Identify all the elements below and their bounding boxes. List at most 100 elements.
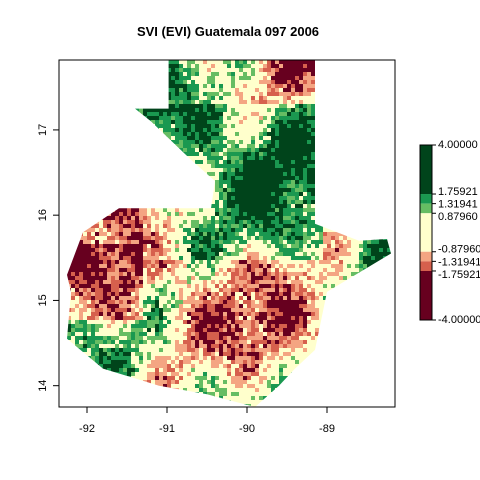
raster-cell <box>323 128 327 132</box>
raster-cell <box>75 192 79 196</box>
raster-cell <box>247 64 251 68</box>
raster-cell <box>355 200 359 204</box>
raster-cell <box>303 72 307 76</box>
raster-cell <box>63 148 67 152</box>
raster-cell <box>159 76 163 80</box>
raster-cell <box>215 116 219 120</box>
raster-cell <box>287 156 291 160</box>
raster-cell <box>179 252 183 256</box>
raster-cell <box>251 264 255 268</box>
raster-cell <box>163 108 167 112</box>
raster-cell <box>235 104 239 108</box>
raster-cell <box>355 228 359 232</box>
raster-cell <box>203 288 207 292</box>
raster-cell <box>175 252 179 256</box>
raster-cell <box>243 80 247 84</box>
raster-cell <box>375 260 379 264</box>
raster-cell <box>71 216 75 220</box>
raster-cell <box>175 200 179 204</box>
raster-cell <box>131 72 135 76</box>
raster-cell <box>275 108 279 112</box>
raster-cell <box>271 284 275 288</box>
raster-cell <box>155 148 159 152</box>
raster-cell <box>167 220 171 224</box>
raster-cell <box>95 116 99 120</box>
raster-cell <box>387 208 391 212</box>
raster-cell <box>67 132 71 136</box>
raster-cell <box>267 248 271 252</box>
raster-cell <box>91 164 95 168</box>
raster-cell <box>235 172 239 176</box>
raster-cell <box>339 216 343 220</box>
raster-cell <box>175 212 179 216</box>
raster-cell <box>151 148 155 152</box>
raster-cell <box>87 264 91 268</box>
raster-cell <box>359 140 363 144</box>
raster-cell <box>215 88 219 92</box>
raster-cell <box>303 148 307 152</box>
raster-cell <box>147 200 151 204</box>
raster-cell <box>175 156 179 160</box>
raster-cell <box>287 252 291 256</box>
raster-cell <box>223 120 227 124</box>
raster-cell <box>75 128 79 132</box>
raster-cell <box>79 72 83 76</box>
raster-cell <box>99 116 103 120</box>
raster-cell <box>95 260 99 264</box>
raster-cell <box>367 84 371 88</box>
raster-cell <box>219 296 223 300</box>
raster-cell <box>195 208 199 212</box>
raster-cell <box>339 156 343 160</box>
raster-cell <box>263 144 267 148</box>
raster-cell <box>179 172 183 176</box>
raster-cell <box>247 160 251 164</box>
raster-cell <box>351 240 355 244</box>
raster-cell <box>223 96 227 100</box>
raster-cell <box>215 108 219 112</box>
raster-cell <box>63 60 67 64</box>
raster-cell <box>375 164 379 168</box>
raster-cell <box>195 288 199 292</box>
raster-cell <box>331 268 335 272</box>
raster-cell <box>307 140 311 144</box>
raster-cell <box>383 104 387 108</box>
raster-cell <box>123 296 127 300</box>
raster-cell <box>299 168 303 172</box>
raster-cell <box>143 140 147 144</box>
raster-cell <box>231 144 235 148</box>
raster-cell <box>279 144 283 148</box>
raster-cell <box>131 200 135 204</box>
raster-cell <box>359 156 363 160</box>
raster-cell <box>183 64 187 68</box>
raster-cell <box>323 132 327 136</box>
raster-cell <box>223 272 227 276</box>
raster-cell <box>87 128 91 132</box>
raster-cell <box>231 92 235 96</box>
raster-cell <box>199 120 203 124</box>
raster-cell <box>243 100 247 104</box>
raster-cell <box>347 112 351 116</box>
raster-cell <box>323 272 327 276</box>
raster-cell <box>295 248 299 252</box>
raster-cell <box>339 140 343 144</box>
raster-cell <box>243 128 247 132</box>
raster-cell <box>371 144 375 148</box>
raster-cell <box>219 184 223 188</box>
raster-cell <box>163 88 167 92</box>
raster-cell <box>139 120 143 124</box>
raster-cell <box>131 284 135 288</box>
raster-cell <box>335 284 339 288</box>
raster-cell <box>143 288 147 292</box>
raster-cell <box>255 176 259 180</box>
raster-cell <box>79 160 83 164</box>
raster-cell <box>203 228 207 232</box>
raster-cell <box>291 264 295 268</box>
raster-cell <box>327 224 331 228</box>
raster-cell <box>123 168 127 172</box>
raster-cell <box>327 280 331 284</box>
raster-cell <box>251 68 255 72</box>
raster-cell <box>271 216 275 220</box>
raster-cell <box>271 136 275 140</box>
raster-cell <box>383 260 387 264</box>
raster-cell <box>387 272 391 276</box>
